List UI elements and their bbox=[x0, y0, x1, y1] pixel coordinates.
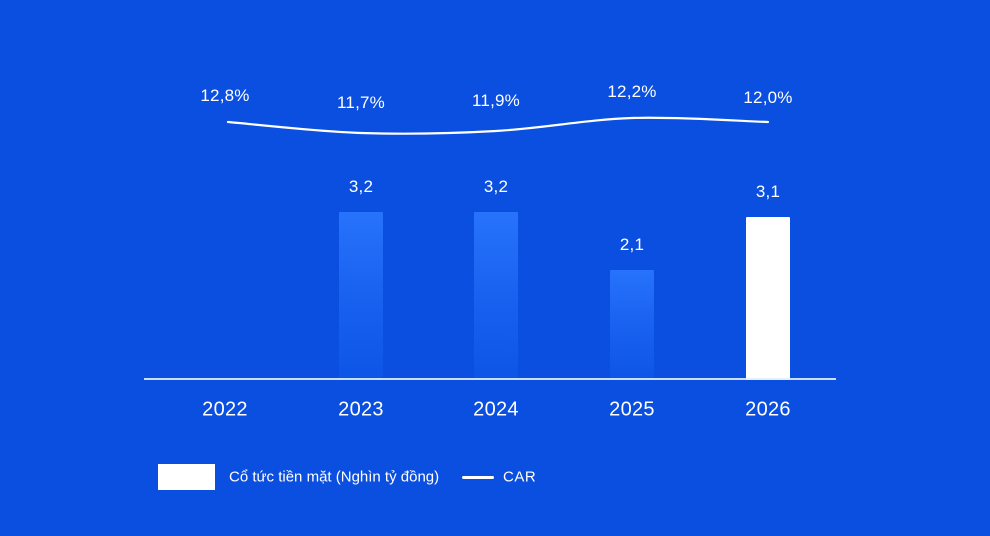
car-value-label: 12,8% bbox=[200, 86, 250, 105]
legend-bar-swatch bbox=[158, 464, 215, 490]
dividend-bar bbox=[339, 212, 383, 380]
legend-line-label: CAR bbox=[503, 468, 537, 486]
dividend-value-label: 3,2 bbox=[483, 177, 509, 196]
dividend-bar bbox=[610, 270, 654, 380]
dividend-bar bbox=[746, 217, 790, 380]
x-axis-tick-year: 2024 bbox=[473, 398, 519, 421]
car-value-label: 12,0% bbox=[743, 88, 793, 107]
dividend-value-label: 3,2 bbox=[348, 177, 374, 196]
x-axis-tick-year: 2023 bbox=[338, 398, 384, 421]
x-axis-tick-year: 2025 bbox=[609, 398, 655, 421]
car-value-label: 12,2% bbox=[607, 82, 657, 101]
dividend-bar bbox=[474, 212, 518, 380]
car-value-label: 11,9% bbox=[472, 91, 520, 110]
legend-bar-label: Cổ tức tiền mặt (Nghìn tỷ đồng) bbox=[229, 468, 440, 486]
x-axis-tick-year: 2022 bbox=[202, 398, 248, 421]
legend-line-marker bbox=[462, 476, 494, 479]
dividend-value-label: 3,1 bbox=[755, 182, 781, 201]
car-value-label: 11,7% bbox=[337, 93, 385, 112]
dividend-value-label: 2,1 bbox=[619, 235, 645, 254]
x-axis-line bbox=[144, 378, 836, 380]
x-axis-tick-year: 2026 bbox=[745, 398, 791, 421]
car-line-path bbox=[226, 116, 770, 135]
